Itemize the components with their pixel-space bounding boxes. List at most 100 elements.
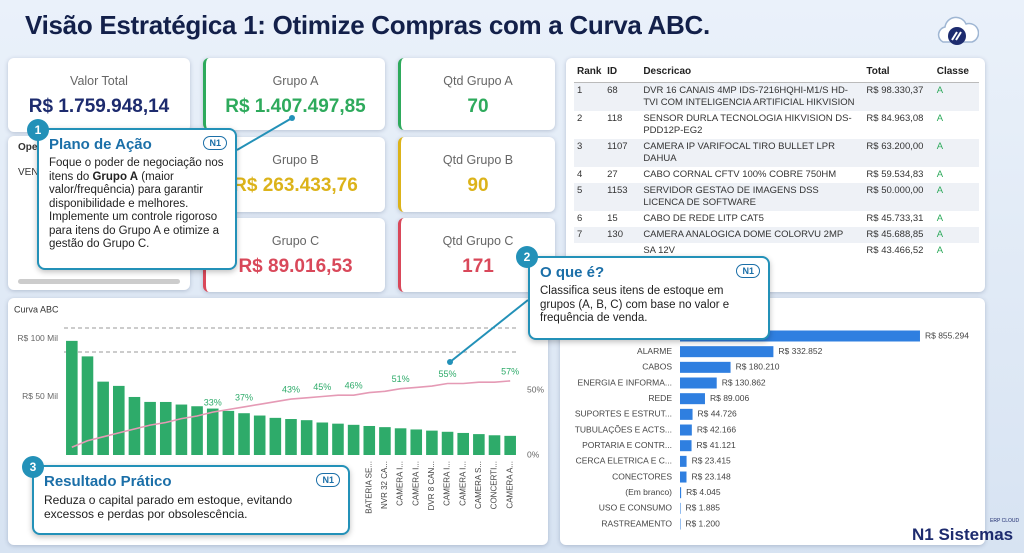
table-cell: 2	[577, 113, 583, 124]
connector-dot	[447, 359, 453, 365]
card-qty-b: Qtd Grupo B 90	[398, 137, 555, 212]
table-cell: 15	[607, 213, 618, 224]
column-header[interactable]: Rank	[574, 64, 605, 83]
bar	[457, 432, 469, 455]
card-label: Grupo B	[272, 153, 319, 167]
bar	[363, 425, 376, 455]
value-label: R$ 855.294	[925, 330, 969, 340]
table-cell: 130	[604, 227, 641, 243]
bar	[379, 427, 391, 455]
card-value: 171	[462, 256, 494, 277]
table-cell: A	[933, 227, 979, 243]
slicer-title: Ope	[18, 142, 38, 153]
column-header[interactable]: ID	[604, 64, 641, 83]
table-cell: 118	[607, 113, 623, 124]
bar	[680, 440, 692, 452]
card-value: R$ 1.759.948,14	[28, 96, 170, 117]
bar	[680, 518, 681, 530]
table-cell: 5	[574, 183, 605, 211]
cumulative-line	[71, 380, 511, 448]
bar	[680, 330, 920, 342]
table-cell: A	[936, 169, 944, 180]
column-header[interactable]: Total	[863, 64, 934, 83]
category-label: CERCA ELETRICA E C...	[576, 456, 672, 466]
table-cell: 3	[574, 139, 605, 167]
bar	[441, 431, 454, 455]
column-header[interactable]: Descricao	[640, 64, 864, 83]
table-cell: R$ 63.200,00	[863, 139, 934, 167]
value-label: 46%	[345, 381, 363, 391]
x-tick-label: CONCERTI...	[490, 461, 499, 509]
table-row: 2 118 SENSOR DURLA TECNOLOGIA HIKVISION DS…	[574, 111, 979, 139]
bar	[97, 381, 109, 455]
category-label: REDE	[648, 393, 672, 403]
card-label: Qtd Grupo A	[443, 74, 513, 88]
bar	[680, 487, 682, 499]
table-row: SA 12V R$ 43.466,52 A	[574, 243, 979, 259]
scrollbar[interactable]	[18, 279, 180, 284]
card-value: R$ 89.016,53	[238, 256, 353, 277]
callout-title: Resultado Prático	[44, 473, 172, 490]
card-label: Qtd Grupo C	[442, 234, 514, 248]
y-tick-label: R$ 100 Mil	[17, 333, 58, 343]
value-label: 43%	[282, 384, 300, 394]
table-cell: 4	[577, 169, 583, 180]
card-label: Grupo A	[272, 74, 319, 88]
value-label: R$ 1.885	[686, 503, 721, 513]
table-cell: R$ 43.466,52	[866, 245, 924, 256]
bar	[253, 415, 266, 455]
value-label: 55%	[439, 369, 457, 379]
x-tick-label: CAMERA I...	[443, 461, 452, 506]
y-tick-label: R$ 50 Mil	[22, 391, 58, 401]
bar	[680, 471, 687, 483]
bar	[238, 413, 250, 455]
table-row: 3 1107 CAMERA IP VARIFOCAL TIRO BULLET LPR…	[574, 139, 979, 167]
bar	[285, 419, 297, 455]
items-table: Rank ID Descricao Total Classe 1 68 DVR 16 CAN…	[574, 64, 979, 259]
text: (maior valor/frequência) para garantir d…	[49, 170, 220, 251]
x-tick-label: CAMERA A...	[505, 461, 514, 509]
category-label: USO E CONSUMO	[599, 503, 673, 513]
value-label: R$ 23.415	[692, 456, 731, 466]
table-row: 6 15 CABO DE REDE LITP CAT5 R$ 45.733,31 A	[574, 211, 979, 227]
category-label: SUPORTES E ESTRUT...	[575, 409, 672, 419]
badge: N1	[316, 473, 340, 487]
value-label: 45%	[313, 382, 331, 392]
table-cell: 1107	[604, 139, 641, 167]
bar	[680, 502, 681, 514]
value-label: R$ 4.045	[686, 487, 721, 497]
callout-number: 1	[27, 119, 49, 141]
bar	[66, 340, 78, 455]
callout-number: 3	[22, 456, 44, 478]
slicer-item[interactable]: VEN	[18, 167, 39, 178]
connector-dot	[289, 115, 295, 121]
table-cell: 27	[607, 169, 618, 180]
column-header[interactable]: Classe	[933, 64, 979, 83]
bar	[128, 396, 141, 455]
table-row: 5 1153 SERVIDOR GESTAO DE IMAGENS DSS LICE…	[574, 183, 979, 211]
table-cell: CAMERA IP VARIFOCAL TIRO BULLET LPR DAHU…	[640, 139, 864, 167]
table-cell: SERVIDOR GESTAO DE IMAGENS DSS LICENCA D…	[640, 183, 864, 211]
text-bold: Grupo A	[92, 170, 139, 183]
bar	[473, 434, 485, 455]
category-label: ALARME	[637, 346, 672, 356]
table-cell: R$ 45.733,31	[866, 213, 924, 224]
card-qty-a: Qtd Grupo A 70	[398, 58, 555, 130]
chart-title: Curva ABC	[14, 304, 59, 314]
value-label: R$ 130.862	[722, 377, 766, 387]
table-cell: A	[933, 183, 979, 211]
logo: N1 Sistemas	[912, 525, 1014, 544]
page-title: Visão Estratégica 1: Otimize Compras com…	[25, 10, 710, 40]
callout-number: 2	[516, 246, 538, 268]
card-label: Valor Total	[70, 74, 128, 88]
x-tick-label: NVR 32 CA...	[380, 461, 389, 509]
card-label: Qtd Grupo B	[442, 153, 514, 167]
connector	[449, 299, 529, 363]
value-label: R$ 23.148	[691, 471, 730, 481]
callout: Resultado Prático N1 Reduza o capital pa…	[32, 465, 350, 535]
value-label: 51%	[392, 374, 410, 384]
cloud-svg	[937, 16, 980, 45]
category-label: TUBULAÇÕES E ACTS...	[575, 424, 672, 434]
bar	[410, 429, 423, 455]
value-label: R$ 1.200	[685, 518, 720, 528]
